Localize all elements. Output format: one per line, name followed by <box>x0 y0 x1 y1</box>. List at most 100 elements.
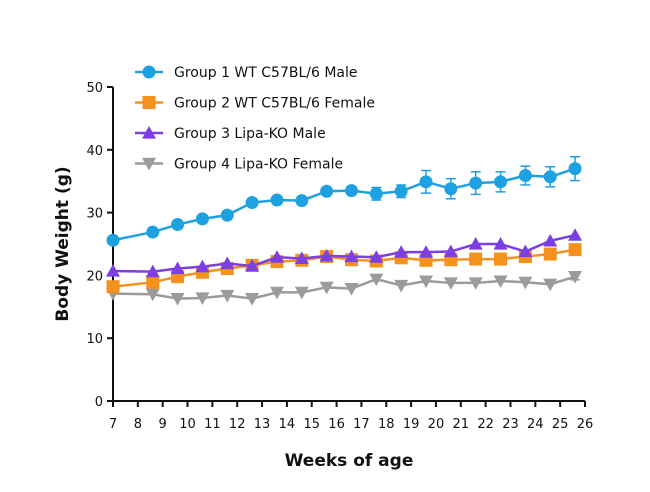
data-point <box>493 275 508 289</box>
data-point <box>419 245 434 258</box>
x-tick-label: 7 <box>109 417 117 432</box>
data-point <box>220 256 235 270</box>
legend-item: Group 2 WT C57BL/6 Female <box>135 96 375 112</box>
data-point <box>568 162 582 176</box>
data-point <box>443 244 458 258</box>
data-point <box>295 194 309 208</box>
x-tick-label: 22 <box>477 417 494 432</box>
x-tick-label: 8 <box>134 417 142 432</box>
data-point <box>543 233 558 247</box>
data-point <box>394 184 408 198</box>
data-point <box>518 169 532 183</box>
data-point <box>468 237 483 250</box>
x-tick-label: 18 <box>378 417 395 432</box>
data-point <box>344 249 359 263</box>
data-point <box>568 271 583 284</box>
x-tick-label: 24 <box>527 417 544 432</box>
legend-item: Group 4 Lipa-KO Female <box>135 157 343 173</box>
data-point <box>270 193 284 207</box>
data-point <box>269 286 284 300</box>
data-point <box>106 264 120 277</box>
x-tick-label: 20 <box>428 417 445 432</box>
data-point <box>146 275 160 289</box>
legend-label: Group 2 WT C57BL/6 Female <box>174 96 375 112</box>
legend-marker <box>142 96 156 109</box>
data-point <box>245 293 260 306</box>
x-axis-title: Weeks of age <box>285 451 414 471</box>
x-tick-label: 11 <box>204 417 221 432</box>
x-tick-label: 13 <box>254 417 271 432</box>
data-point <box>320 184 334 198</box>
x-tick-label: 14 <box>279 417 296 432</box>
data-point <box>269 250 284 263</box>
data-point <box>469 252 483 266</box>
y-tick-label: 20 <box>86 269 103 284</box>
x-tick-label: 15 <box>303 417 320 432</box>
x-tick-label: 9 <box>159 417 167 432</box>
x-tick-label: 19 <box>403 417 420 432</box>
data-point <box>394 279 409 293</box>
axes: 0 10 20 30 40 50 7 8 9 10 11 12 13 14 15 16 17 18 19 20 21 2… <box>86 81 593 432</box>
data-point <box>344 282 359 296</box>
data-point <box>444 182 458 196</box>
x-tick-label: 26 <box>577 417 594 432</box>
x-axis-ticks: 7 8 9 10 11 12 13 14 15 16 17 18 19 20 21 22 23 24 25 26 <box>109 401 593 432</box>
y-tick-label: 40 <box>86 144 103 159</box>
x-tick-label: 25 <box>552 417 569 432</box>
legend-label: Group 4 Lipa-KO Female <box>174 157 343 173</box>
data-point <box>195 212 209 226</box>
legend-marker <box>142 65 156 79</box>
data-point <box>195 292 210 306</box>
data-point <box>319 248 334 262</box>
x-tick-label: 12 <box>229 417 246 432</box>
legend-item: Group 1 WT C57BL/6 Male <box>135 65 358 81</box>
x-tick-label: 23 <box>502 417 519 432</box>
y-tick-label: 10 <box>86 332 103 347</box>
y-tick-label: 0 <box>95 395 103 410</box>
data-point <box>568 243 582 257</box>
series-1 <box>106 155 582 247</box>
legend-marker <box>142 157 156 171</box>
data-point <box>220 289 235 303</box>
data-point <box>443 277 458 290</box>
series-3 <box>106 228 583 278</box>
data-point <box>468 277 483 290</box>
y-tick-label: 30 <box>86 207 103 222</box>
data-point <box>106 233 120 247</box>
data-point <box>106 280 120 294</box>
legend-marker <box>142 126 156 139</box>
legend: Group 1 WT C57BL/6 Male Group 2 WT C57BL/… <box>135 65 375 173</box>
data-point <box>170 293 185 306</box>
data-point <box>518 276 533 290</box>
data-point <box>146 225 160 239</box>
data-point <box>369 250 384 263</box>
data-point <box>493 237 508 250</box>
legend-item: Group 3 Lipa-KO Male <box>135 126 326 142</box>
data-point <box>419 275 434 289</box>
data-point <box>344 184 358 198</box>
data-point <box>518 244 533 258</box>
y-axis-title: Body Weight (g) <box>53 166 73 321</box>
series-layer <box>106 155 583 306</box>
y-tick-label: 50 <box>86 81 103 96</box>
data-point <box>494 175 508 189</box>
data-point <box>369 273 384 287</box>
data-point <box>319 281 334 295</box>
data-point <box>245 258 260 272</box>
data-point <box>294 286 309 300</box>
data-point <box>245 196 259 210</box>
data-point <box>394 245 409 258</box>
x-tick-label: 10 <box>179 417 196 432</box>
data-point <box>294 251 309 265</box>
legend-label: Group 1 WT C57BL/6 Male <box>174 65 358 81</box>
data-point <box>170 261 185 275</box>
data-point <box>543 170 557 184</box>
series-4 <box>106 271 583 306</box>
data-point <box>543 278 558 292</box>
data-point <box>494 252 508 266</box>
data-point <box>145 288 160 302</box>
data-point <box>469 176 483 190</box>
data-point <box>568 228 583 241</box>
x-tick-label: 17 <box>353 417 370 432</box>
